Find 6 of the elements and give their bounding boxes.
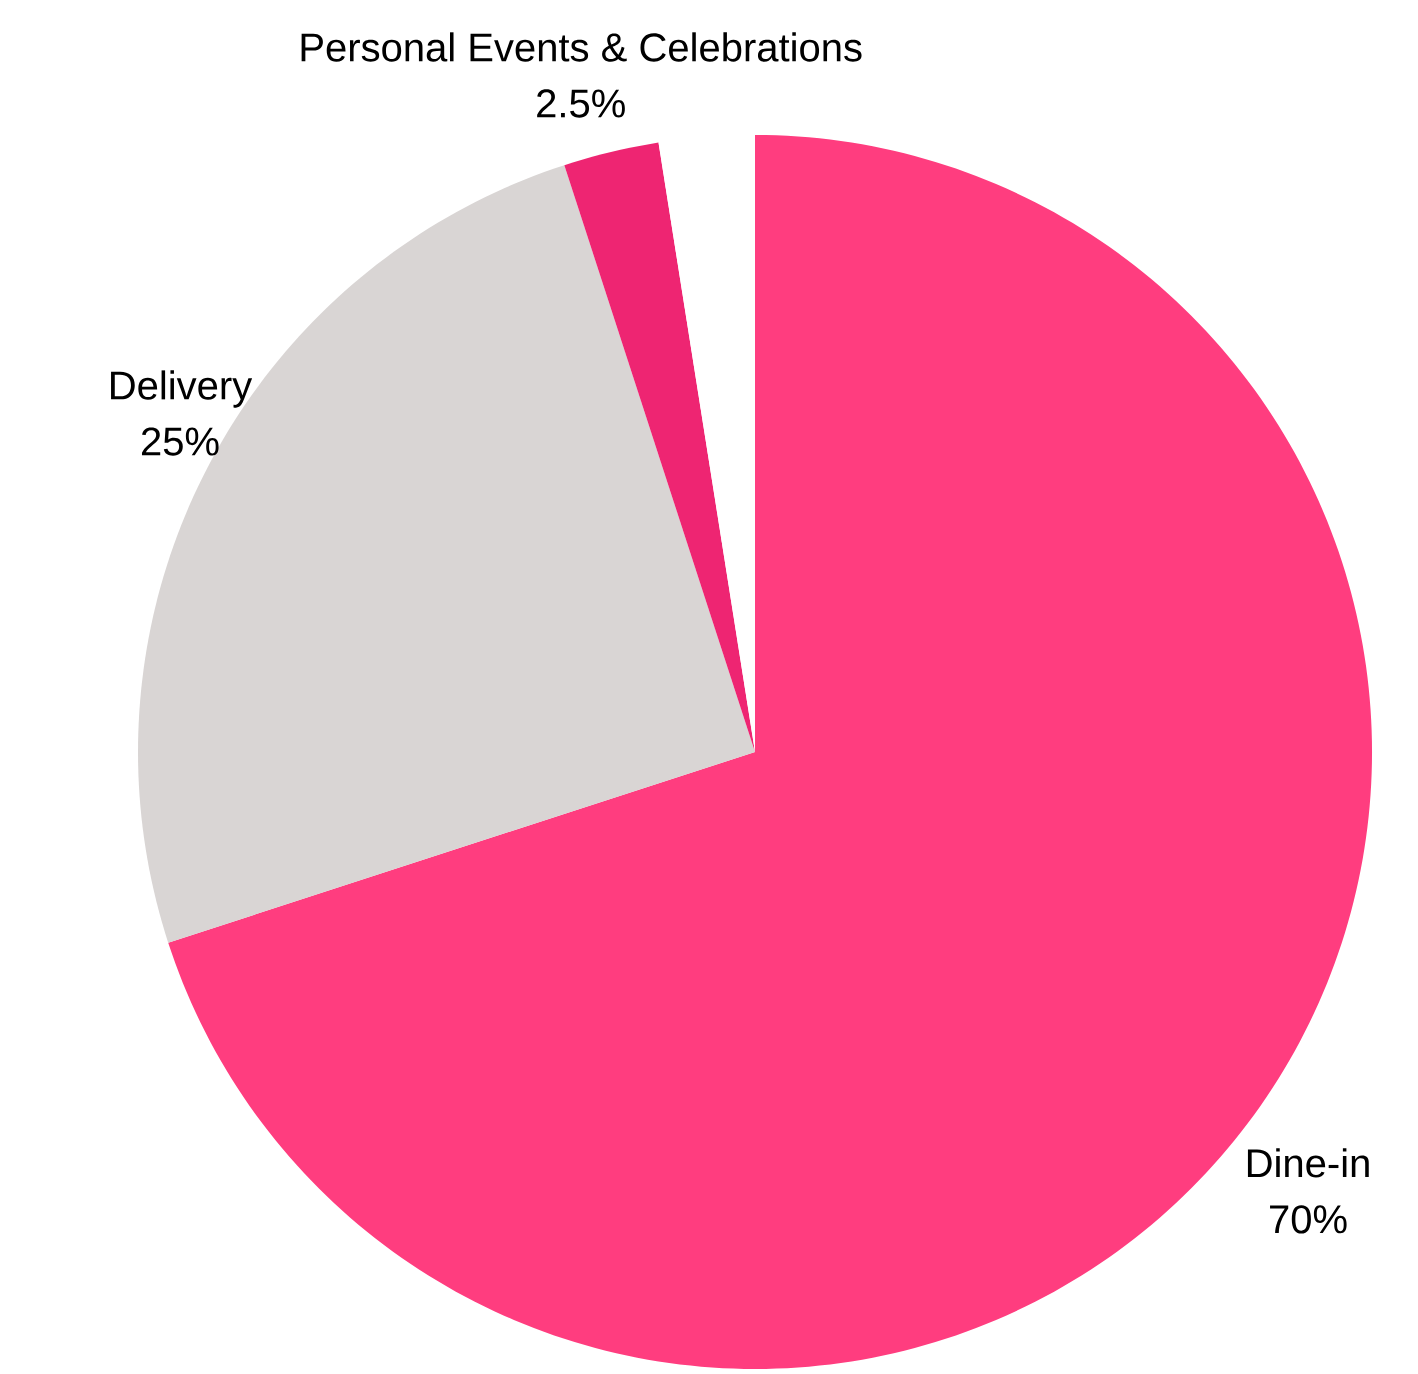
slice-label: Personal Events & Celebrations — [301, 32, 862, 62]
slice-label: Delivery — [111, 370, 253, 408]
data-label: 2.5% — [537, 89, 625, 118]
data-label: 70% — [1270, 1205, 1347, 1234]
slice-label: Dine-in — [1247, 1148, 1369, 1178]
data-label: 25% — [141, 427, 219, 456]
